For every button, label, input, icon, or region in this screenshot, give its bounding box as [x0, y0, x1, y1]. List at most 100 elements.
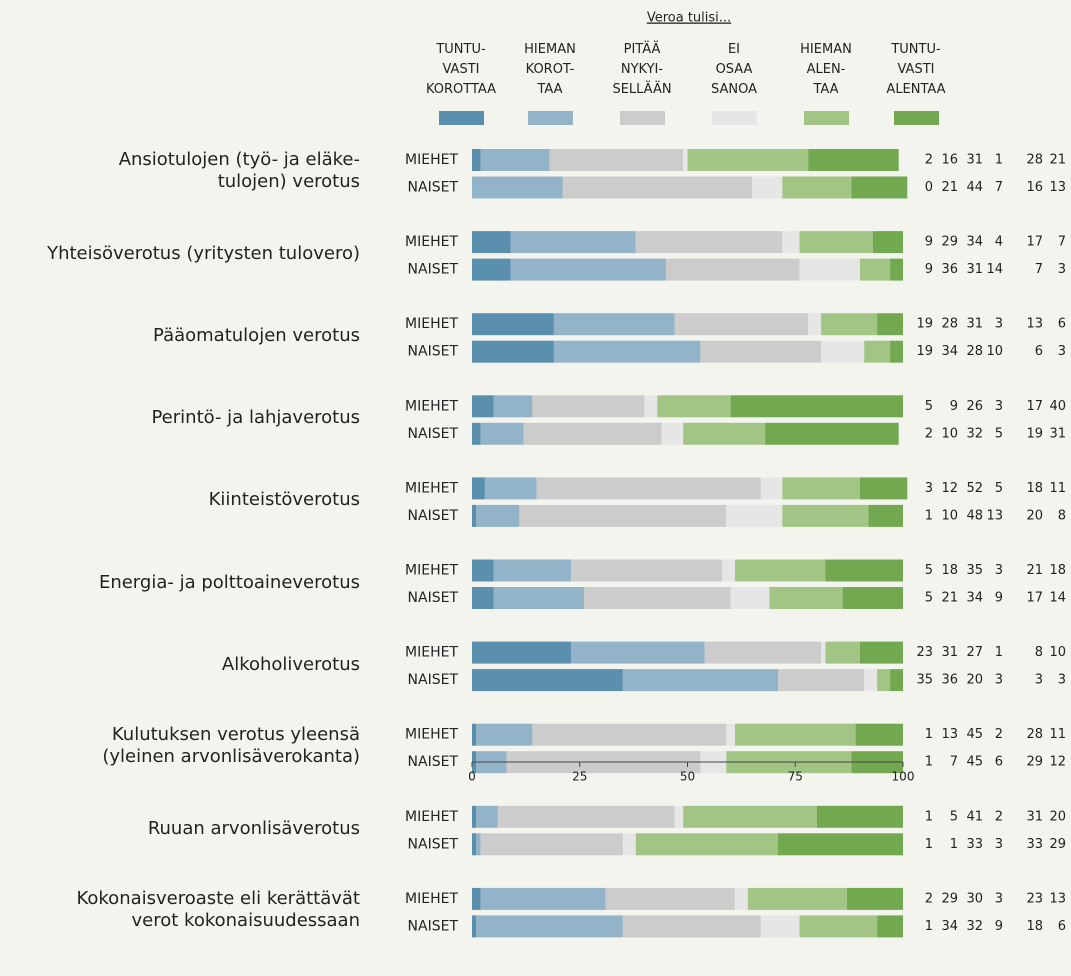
value-label: 35: [916, 673, 933, 688]
bar-segment: [472, 149, 481, 171]
value-label: 1: [925, 837, 933, 852]
bar-segment: [769, 587, 843, 609]
value-label: 1: [950, 837, 958, 852]
bar-segment: [674, 805, 684, 828]
row-label: MIEHET: [405, 563, 458, 579]
category-label: Alkoholiverotus: [221, 653, 360, 675]
value-label: 34: [941, 919, 958, 934]
row-label: NAISET: [408, 180, 459, 196]
bar-segment: [730, 395, 903, 418]
bar-segment: [782, 176, 852, 199]
bar-segment: [644, 395, 658, 418]
value-label: 13: [1026, 317, 1043, 332]
bar-segment: [472, 340, 554, 363]
value-label: 1: [995, 153, 1003, 168]
bar-segment: [890, 669, 903, 692]
value-label: 5: [950, 809, 958, 824]
value-label: 17: [1026, 235, 1043, 250]
value-label: 34: [966, 591, 983, 606]
bar-segment: [872, 231, 903, 254]
bar-segment: [472, 723, 477, 746]
value-label: 10: [941, 508, 958, 523]
value-label: 7: [995, 180, 1003, 195]
value-label: 1: [925, 919, 933, 934]
row-label: MIEHET: [405, 234, 458, 250]
value-label: 11: [1049, 481, 1066, 496]
bar-segment: [683, 805, 817, 828]
value-label: 2: [925, 426, 933, 441]
bar-segment: [584, 587, 731, 609]
bar-segment: [562, 176, 753, 199]
legend-label: TUNTU- VASTI ALENTAA: [886, 42, 946, 97]
legend-title: Veroa tulisi...: [647, 11, 731, 26]
bar-segment: [476, 805, 498, 828]
legend-label: TUNTU- VASTI KOROTTAA: [425, 42, 497, 97]
bar-segment: [661, 422, 684, 445]
value-label: 9: [995, 591, 1003, 606]
value-label: 31: [941, 645, 958, 660]
bar-segment: [859, 258, 891, 281]
bar-segment: [549, 149, 684, 171]
category-label: Ansiotulojen (työ- ja eläke- tulojen) ve…: [118, 149, 360, 192]
bar-segment: [532, 395, 645, 418]
value-label: 14: [1049, 591, 1066, 606]
value-label: 30: [966, 891, 983, 906]
bar-segment: [480, 422, 524, 445]
value-label: 28: [1026, 727, 1043, 742]
value-label: 13: [1049, 180, 1066, 195]
bar-segment: [799, 258, 860, 281]
legend-label: EI OSAA SANOA: [710, 42, 757, 97]
value-label: 19: [916, 317, 933, 332]
value-label: 18: [1026, 919, 1043, 934]
bar-segment: [765, 422, 899, 445]
value-label: 5: [925, 591, 933, 606]
value-label: 45: [966, 727, 983, 742]
bar-segment: [472, 641, 572, 664]
value-label: 44: [966, 180, 983, 195]
value-label: 36: [941, 262, 958, 277]
bar-segment: [846, 887, 903, 910]
category-label: Kiinteistöverotus: [208, 489, 360, 511]
bar-segment: [730, 587, 770, 609]
bar-segment: [782, 504, 869, 527]
bar-segment: [476, 915, 623, 938]
row-label: MIEHET: [405, 727, 458, 743]
value-label: 7: [950, 755, 958, 770]
bar-segment: [808, 149, 899, 171]
bar-segment: [622, 833, 636, 856]
bar-segment: [472, 477, 485, 500]
value-label: 41: [966, 809, 983, 824]
value-label: 23: [916, 645, 933, 660]
bar-segment: [480, 833, 623, 856]
bar-segment: [864, 669, 878, 692]
value-label: 17: [1026, 591, 1043, 606]
bar-segment: [472, 176, 563, 199]
x-tick-label: 25: [572, 770, 587, 784]
category-label: Perintö- ja lahjaverotus: [151, 407, 360, 429]
bar-segment: [472, 915, 477, 938]
value-label: 20: [1049, 809, 1066, 824]
value-label: 3: [1058, 673, 1066, 688]
value-label: 52: [966, 481, 983, 496]
bar-segment: [622, 669, 779, 692]
value-label: 29: [1026, 755, 1043, 770]
value-label: 5: [925, 399, 933, 414]
value-label: 1: [925, 809, 933, 824]
value-label: 31: [1026, 809, 1043, 824]
bar-segment: [484, 477, 537, 500]
value-label: 2: [925, 153, 933, 168]
value-label: 2: [995, 809, 1003, 824]
bar-segment: [726, 504, 783, 527]
value-label: 29: [941, 891, 958, 906]
bar-segment: [571, 559, 722, 582]
bar-segment: [510, 258, 666, 281]
bar-segment: [825, 559, 903, 582]
bar-segment: [657, 395, 731, 418]
bar-segment: [782, 477, 860, 500]
row-label: NAISET: [408, 426, 459, 442]
value-label: 19: [916, 344, 933, 359]
value-label: 11: [1049, 727, 1066, 742]
value-label: 18: [1026, 481, 1043, 496]
